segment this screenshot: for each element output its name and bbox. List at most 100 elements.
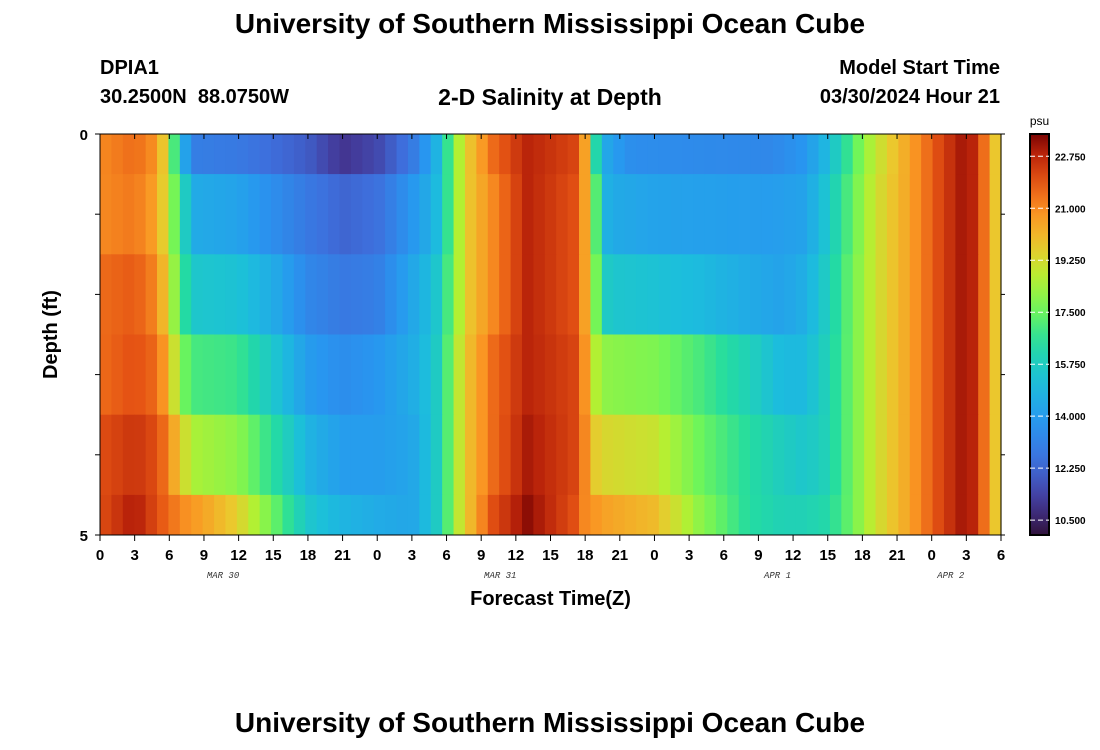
heatmap-cell — [613, 254, 626, 335]
heatmap-cell — [533, 174, 546, 255]
heatmap-cell — [579, 494, 592, 536]
heatmap-cell — [339, 414, 352, 496]
heatmap-cell — [487, 414, 500, 496]
heatmap-cell — [807, 414, 820, 496]
heatmap-cell — [122, 414, 135, 496]
heatmap-cell — [613, 494, 626, 536]
heatmap-cell — [886, 414, 899, 496]
heatmap-cell — [373, 134, 386, 175]
heatmap-cell — [715, 254, 728, 335]
heatmap-cell — [191, 494, 204, 536]
heatmap-cell — [373, 334, 386, 416]
heatmap-cell — [613, 334, 626, 416]
heatmap-cell — [487, 334, 500, 416]
x-tick-label: 15 — [819, 547, 836, 564]
heatmap-cell — [442, 414, 455, 496]
heatmap-cell — [898, 174, 911, 255]
heatmap-cell — [236, 414, 249, 496]
heatmap-cell — [350, 494, 363, 536]
heatmap-cell — [681, 134, 694, 175]
heatmap-cell — [111, 334, 124, 416]
heatmap-cell — [784, 174, 797, 255]
heatmap-cell — [145, 414, 158, 496]
heatmap-cell — [111, 254, 124, 335]
heatmap-cell — [727, 414, 740, 496]
colorbar-tick-label: 14.000 — [1055, 412, 1086, 423]
heatmap-cells — [100, 134, 1002, 536]
heatmap-cell — [362, 134, 375, 175]
heatmap-cell — [693, 414, 706, 496]
heatmap-cell — [407, 134, 420, 175]
heatmap-cell — [978, 414, 991, 496]
heatmap-cell — [100, 134, 113, 175]
heatmap-cell — [259, 174, 272, 255]
heatmap-cell — [533, 414, 546, 496]
heatmap-cell — [875, 494, 888, 536]
heatmap-cell — [293, 174, 306, 255]
heatmap-cell — [966, 494, 979, 536]
heatmap-cell — [225, 134, 238, 175]
heatmap-cell — [841, 334, 854, 416]
heatmap-cell — [168, 254, 181, 335]
heatmap-cell — [989, 414, 1002, 496]
heatmap-cell — [704, 334, 717, 416]
heatmap-cell — [681, 254, 694, 335]
heatmap-cell — [966, 334, 979, 416]
heatmap-cell — [636, 134, 649, 175]
heatmap-cell — [191, 134, 204, 175]
heatmap-cell — [852, 134, 865, 175]
heatmap-cell — [761, 414, 774, 496]
heatmap-cell — [225, 494, 238, 536]
heatmap-cell — [544, 494, 557, 536]
colorbar-tick-label: 17.500 — [1055, 308, 1086, 319]
heatmap-cell — [533, 134, 546, 175]
heatmap-cell — [943, 134, 956, 175]
heatmap-cell — [795, 174, 808, 255]
heatmap-cell — [179, 494, 192, 536]
heatmap-cell — [248, 494, 261, 536]
heatmap-cell — [875, 134, 888, 175]
heatmap-cell — [955, 174, 968, 255]
heatmap-cell — [989, 254, 1002, 335]
heatmap-cell — [248, 174, 261, 255]
heatmap-cell — [704, 414, 717, 496]
heatmap-cell — [282, 494, 295, 536]
heatmap-cell — [419, 134, 432, 175]
heatmap-cell — [909, 174, 922, 255]
heatmap-cell — [818, 134, 831, 175]
heatmap-cell — [157, 174, 170, 255]
heatmap-cell — [430, 174, 443, 255]
heatmap-cell — [179, 254, 192, 335]
heatmap-cell — [145, 494, 158, 536]
heatmap-cell — [727, 134, 740, 175]
heatmap-cell — [943, 174, 956, 255]
heatmap-cell — [179, 414, 192, 496]
heatmap-cell — [898, 254, 911, 335]
heatmap-cell — [966, 254, 979, 335]
heatmap-cell — [362, 414, 375, 496]
heatmap-cell — [886, 254, 899, 335]
heatmap-cell — [316, 174, 329, 255]
heatmap-cell — [122, 134, 135, 175]
heatmap-cell — [521, 334, 534, 416]
x-tick-label: 12 — [508, 547, 525, 564]
heatmap-cell — [305, 494, 318, 536]
heatmap-cell — [487, 174, 500, 255]
heatmap-cell — [476, 414, 489, 496]
heatmap-cell — [978, 494, 991, 536]
heatmap-cell — [464, 134, 477, 175]
x-tick-label: 18 — [577, 547, 594, 564]
x-tick-label: 9 — [477, 547, 485, 564]
heatmap-cell — [122, 254, 135, 335]
heatmap-cell — [829, 494, 842, 536]
heatmap-cell — [134, 334, 147, 416]
heatmap-cell — [248, 134, 261, 175]
heatmap-cell — [134, 174, 147, 255]
heatmap-cell — [829, 134, 842, 175]
heatmap-cell — [533, 494, 546, 536]
heatmap-cell — [362, 174, 375, 255]
heatmap-cell — [293, 334, 306, 416]
heatmap-cell — [464, 334, 477, 416]
main-title: University of Southern Mississippi Ocean… — [234, 8, 866, 39]
heatmap-cell — [761, 174, 774, 255]
